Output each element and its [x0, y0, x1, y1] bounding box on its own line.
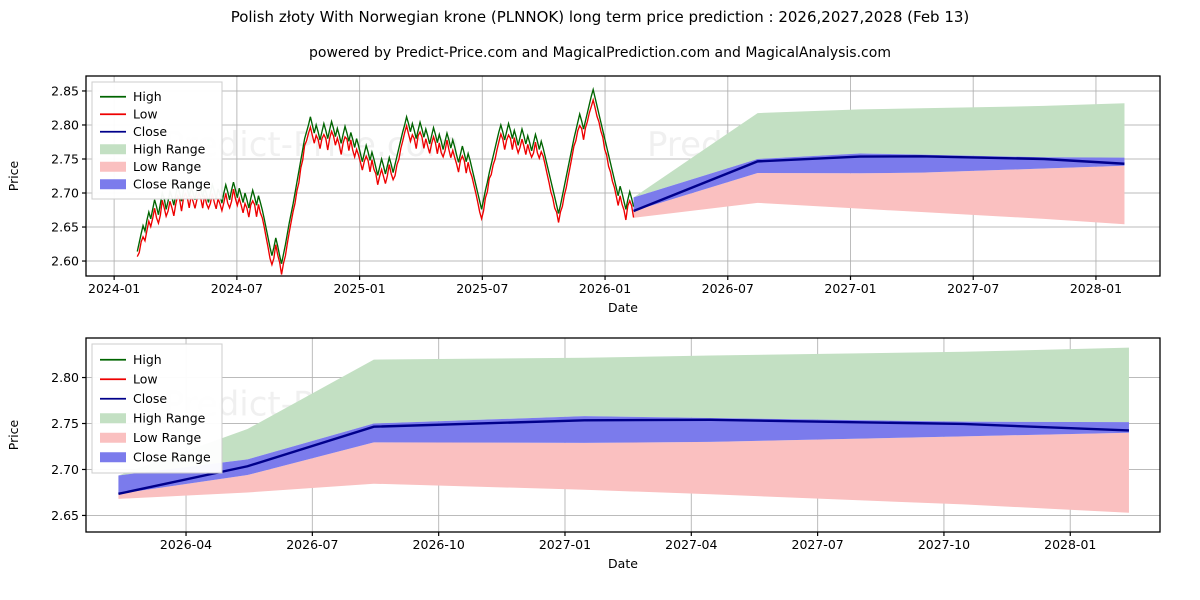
chart-legend: High Low Close High Range Low Range Close Ran…	[91, 81, 223, 200]
x-tick-label: 2026-07	[286, 537, 338, 552]
legend-label: Close Range	[133, 177, 211, 192]
low-range-band	[118, 432, 1129, 513]
legend-swatch-close_range	[100, 452, 126, 463]
y-tick-label: 2.85	[51, 83, 79, 98]
low-range-band	[633, 165, 1125, 225]
legend-label: Close Range	[133, 450, 211, 465]
figure-subtitle: powered by Predict-Price.com and Magical…	[309, 45, 891, 61]
axis-ticks: 2.60 2.65 2.70 2.75 2.80 2.85 2024-01 2024-07 20…	[51, 83, 1122, 296]
chart-panel-forecast-detail: Predict-Price.comPredict-Price.com2.652.…	[0, 330, 1200, 595]
overview-chart-svg: Predict-Price.comPredict-Price.com2.602.…	[6, 75, 1161, 315]
x-tick-label: 2025-01	[333, 281, 385, 296]
axes-frame	[85, 337, 1161, 533]
legend-swatch-close_range	[100, 179, 126, 190]
y-tick-label: 2.65	[51, 508, 79, 523]
legend-label: Low	[133, 107, 158, 122]
chart-legend: High Low Close High Range Low Range Close Ran…	[91, 343, 223, 474]
x-tick-label: 2028-01	[1044, 537, 1096, 552]
y-axis-label: Price	[6, 160, 21, 191]
legend-label: High Range	[133, 142, 206, 157]
history-low-line	[136, 97, 635, 275]
x-tick-label: 2027-04	[665, 537, 717, 552]
x-tick-label: 2027-01	[539, 537, 591, 552]
close-range-band	[118, 416, 1129, 494]
figure-title: Polish złoty With Norwegian krone (PLNNO…	[230, 8, 970, 26]
x-tick-label: 2024-07	[211, 281, 263, 296]
legend-label: High	[133, 89, 162, 104]
close-range-band	[633, 153, 1125, 212]
x-axis-label: Date	[608, 300, 638, 315]
axis-ticks: 2.65 2.70 2.75 2.80 2026-04 2026-07 2026-10 202…	[51, 370, 1096, 552]
x-tick-label: 2027-07	[947, 281, 999, 296]
x-tick-label: 2028-01	[1070, 281, 1122, 296]
legend-swatch-low_range	[100, 432, 126, 443]
y-tick-label: 2.60	[51, 254, 79, 269]
y-tick-label: 2.70	[51, 186, 79, 201]
x-tick-label: 2026-10	[413, 537, 465, 552]
x-tick-label: 2027-10	[918, 537, 970, 552]
high-range-band	[633, 103, 1125, 198]
x-tick-label: 2025-07	[456, 281, 508, 296]
x-tick-label: 2026-04	[160, 537, 212, 552]
close-line	[633, 155, 1125, 213]
y-tick-label: 2.70	[51, 462, 79, 477]
y-tick-label: 2.75	[51, 151, 79, 166]
x-tick-label: 2024-01	[88, 281, 140, 296]
close-line	[118, 418, 1130, 496]
legend-label: Low Range	[133, 430, 202, 445]
legend-swatch-high_range	[100, 413, 126, 424]
forecast-detail-chart-svg: Predict-Price.comPredict-Price.com2.652.…	[6, 337, 1161, 571]
high-range-band	[118, 347, 1129, 476]
y-tick-label: 2.75	[51, 416, 79, 431]
y-tick-label: 2.65	[51, 220, 79, 235]
y-tick-label: 2.80	[51, 117, 79, 132]
chart-panel-overview: Predict-Price.comPredict-Price.com2.602.…	[0, 66, 1200, 316]
x-tick-label: 2027-07	[792, 537, 844, 552]
x-tick-label: 2026-01	[579, 281, 631, 296]
legend-label: Close	[133, 391, 167, 406]
legend-swatch-high_range	[100, 144, 126, 155]
legend-label: Low Range	[133, 159, 202, 174]
x-tick-label: 2027-01	[824, 281, 876, 296]
legend-swatch-low_range	[100, 161, 126, 172]
x-axis-label: Date	[608, 556, 638, 571]
legend-label: Close	[133, 124, 167, 139]
legend-label: High	[133, 352, 162, 367]
y-axis-label: Price	[6, 419, 21, 450]
legend-label: Low	[133, 372, 158, 387]
y-tick-label: 2.80	[51, 370, 79, 385]
x-tick-label: 2026-07	[702, 281, 754, 296]
axes-frame	[85, 75, 1161, 277]
legend-label: High Range	[133, 411, 206, 426]
